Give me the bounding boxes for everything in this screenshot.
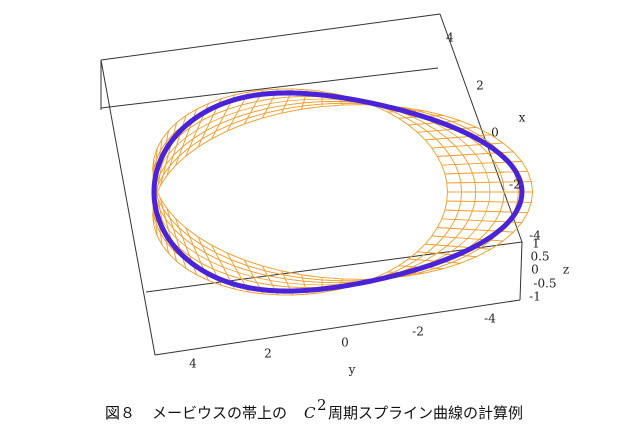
mesh-line	[425, 243, 491, 250]
bounding-box	[100, 13, 523, 356]
x-tick-label: 4	[446, 31, 454, 45]
mesh-line	[446, 181, 532, 184]
mesh-line	[160, 122, 177, 186]
z-axis-label: z	[563, 263, 569, 277]
caption-superscript: 2	[317, 396, 327, 414]
mesh-line	[160, 198, 177, 262]
z-tick-label: 0.5	[530, 250, 549, 264]
mesh-line	[417, 251, 477, 258]
mesh-line	[153, 98, 491, 286]
mobius-mesh	[152, 88, 534, 296]
mesh-line	[431, 142, 504, 149]
y-tick-label: -4	[484, 312, 496, 326]
y-tick-label: 4	[189, 357, 197, 371]
z-tick-label: 0	[531, 263, 539, 277]
x-tick-label: -2	[509, 178, 521, 192]
mesh-line	[425, 134, 491, 141]
mesh-line	[155, 188, 169, 254]
mesh-line	[152, 88, 533, 296]
mesh-line	[431, 235, 504, 242]
curve-path	[151, 90, 525, 294]
z-tick-label: -1	[529, 290, 541, 304]
caption-symbol: C	[304, 404, 316, 422]
x-tick-label: 2	[476, 79, 484, 93]
x-axis-label: x	[519, 111, 526, 125]
caption-number: 図８	[105, 404, 135, 422]
z-tick-label: -0.5	[533, 277, 556, 291]
y-tick-label: 2	[264, 347, 272, 361]
mesh-line	[446, 200, 532, 203]
mesh-line	[155, 130, 169, 196]
x-tick-label: 0	[491, 126, 499, 140]
caption-text: 周期スプライン曲線の計算例	[328, 404, 523, 422]
z-tick-label: 1	[532, 237, 540, 251]
x-tick-label: -4	[529, 229, 541, 243]
y-tick-label: -2	[412, 325, 424, 339]
mesh-line	[417, 126, 477, 133]
caption-text: メービウスの帯上の	[152, 404, 287, 422]
spline-curve	[151, 90, 525, 294]
y-tick-label: 0	[341, 336, 349, 350]
y-axis-label: y	[348, 363, 356, 377]
